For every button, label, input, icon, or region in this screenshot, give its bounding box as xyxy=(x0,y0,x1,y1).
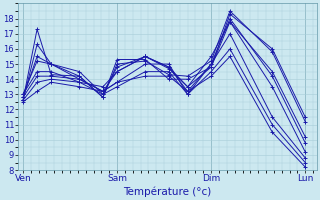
X-axis label: Température (°c): Température (°c) xyxy=(123,186,212,197)
